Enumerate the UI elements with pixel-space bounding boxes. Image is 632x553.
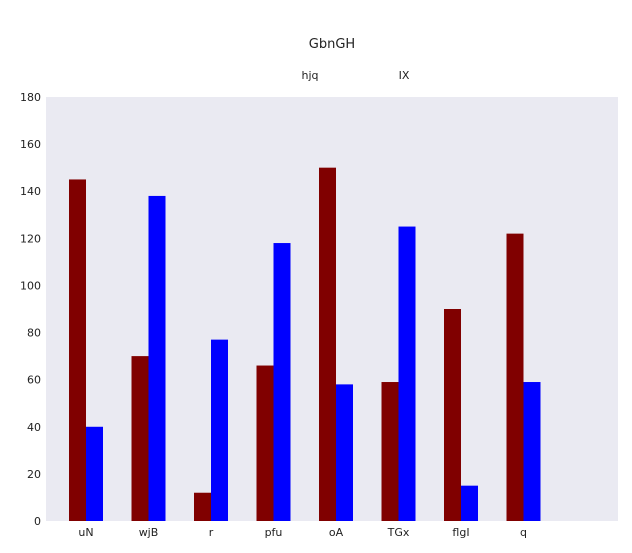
y-tick-label: 40 — [27, 421, 41, 434]
bar-IX-uN — [86, 426, 103, 521]
bar-IX-flgI — [461, 485, 478, 521]
legend: hjq IX — [301, 69, 409, 82]
y-tick-label: 0 — [34, 515, 41, 528]
y-tick-label: 180 — [20, 91, 41, 104]
bar-hjq-flgI — [444, 309, 461, 521]
bar-IX-TGx — [398, 226, 416, 522]
y-tick-label: 100 — [20, 279, 41, 292]
y-tick-label: 60 — [27, 374, 41, 387]
bar-hjq-wjB — [131, 356, 149, 521]
x-tick-label: TGx — [387, 526, 410, 539]
y-tick-label: 120 — [20, 232, 41, 245]
legend-label-IX: IX — [399, 69, 410, 82]
x-tick-label: r — [209, 526, 214, 539]
bar-IX-pfu — [273, 243, 291, 522]
y-tick-label: 20 — [27, 468, 41, 481]
y-tick-label: 140 — [20, 185, 41, 198]
bar-hjq-uN — [69, 179, 86, 521]
y-tick-label: 160 — [20, 138, 41, 151]
bar-IX-wjB — [148, 195, 166, 521]
x-tick-label: pfu — [265, 526, 283, 539]
x-tick-label: flgI — [452, 526, 469, 539]
chart-title: GbnGH — [309, 37, 355, 52]
bar-IX-oA — [336, 384, 353, 521]
x-tick-label: uN — [78, 526, 93, 539]
x-tick-label: oA — [329, 526, 344, 539]
bar-hjq-q — [506, 233, 524, 521]
x-axis: uN wjB r pfu oA TGx flgI q — [78, 526, 527, 539]
legend-label-hjq: hjq — [301, 69, 318, 82]
y-axis: 0 20 40 60 80 100 120 140 160 180 — [20, 91, 41, 528]
bars — [69, 167, 541, 522]
bar-IX-r — [211, 339, 228, 521]
bar-IX-q — [523, 382, 541, 521]
bar-hjq-oA — [319, 167, 336, 521]
bar-hjq-TGx — [381, 382, 399, 521]
y-tick-label: 80 — [27, 327, 41, 340]
bar-hjq-pfu — [256, 365, 274, 521]
x-tick-label: wjB — [139, 526, 159, 539]
x-tick-label: q — [520, 526, 527, 539]
bar-hjq-r — [194, 492, 211, 521]
